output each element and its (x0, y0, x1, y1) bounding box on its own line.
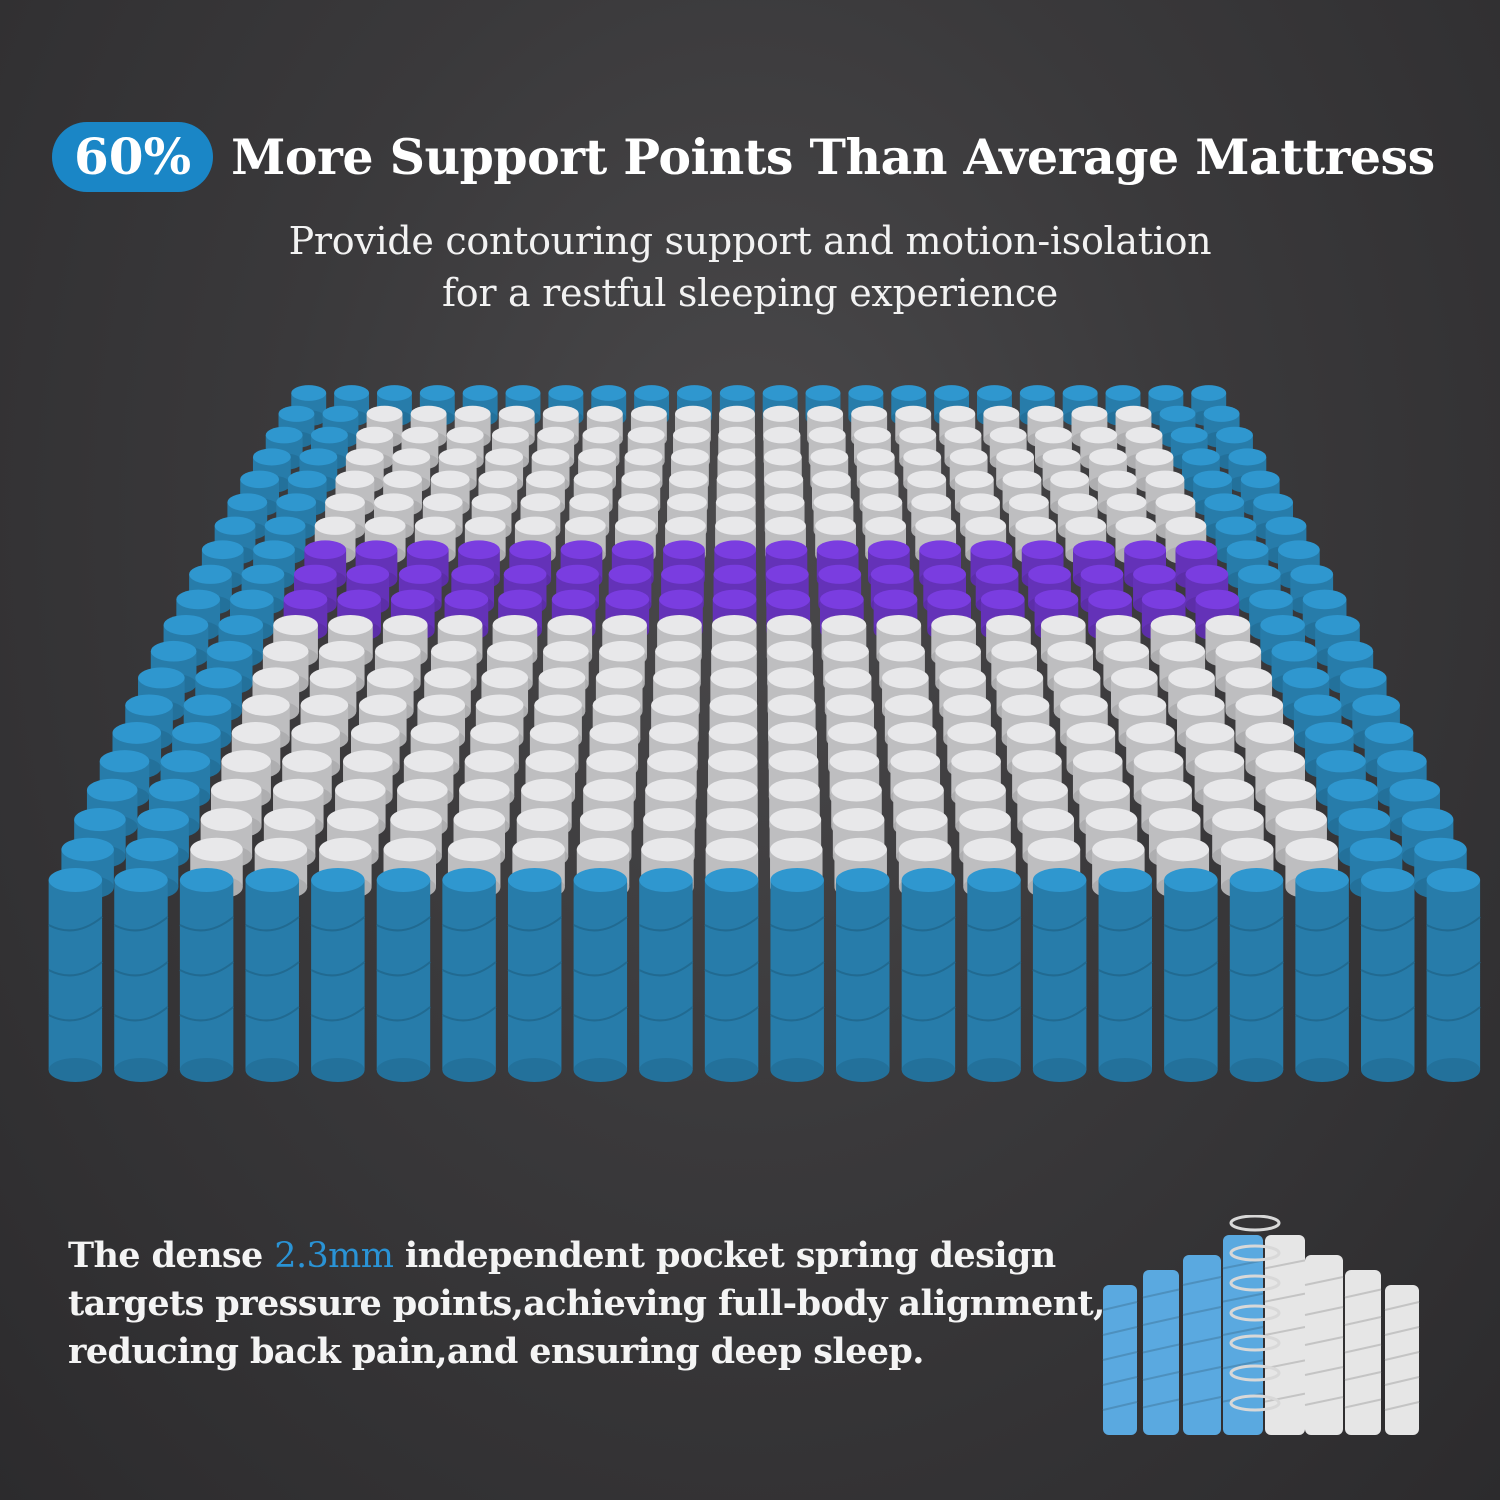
pocket-coil (1102, 1285, 1138, 1435)
headline-title: More Support Points Than Average Mattres… (231, 128, 1435, 186)
spring-coil (113, 867, 169, 1083)
spring-coil (441, 867, 497, 1083)
pocket-coil (1182, 1255, 1222, 1435)
pocket-coil (1384, 1285, 1420, 1435)
spring-coil (835, 867, 891, 1083)
spring-coil (769, 867, 825, 1083)
spring-coil (1098, 867, 1153, 1083)
spring-coil (1229, 867, 1284, 1083)
spring-coil (901, 867, 956, 1083)
subtitle-line-1: Provide contouring support and motion-is… (288, 219, 1212, 263)
pocket-coil (1264, 1235, 1306, 1435)
spring-coil (704, 867, 759, 1083)
description-line-3: reducing back pain,and ensuring deep sle… (68, 1331, 924, 1372)
spring-coil (376, 867, 431, 1083)
description-line-1: The dense 2.3mm independent pocket sprin… (68, 1235, 1056, 1276)
spring-coil (507, 867, 563, 1083)
spring-coil (310, 867, 366, 1083)
spring-coil (179, 867, 234, 1083)
pocket-coil (1344, 1270, 1382, 1435)
spring-coil (1360, 867, 1416, 1083)
pocket-coil (1304, 1255, 1344, 1435)
spring-coil (573, 867, 628, 1083)
spring-coil (1163, 867, 1219, 1083)
spring-coil (48, 867, 103, 1083)
spring-coil (1294, 867, 1350, 1083)
wire-gauge-highlight: 2.3mm (274, 1236, 394, 1276)
pocket-coil-detail-illustration (1102, 1215, 1420, 1435)
spring-coil (638, 867, 694, 1083)
spring-coil (1426, 867, 1481, 1083)
headline: 60% More Support Points Than Average Mat… (52, 122, 1435, 192)
description: The dense 2.3mm independent pocket sprin… (68, 1232, 1105, 1376)
percent-badge: 60% (52, 122, 214, 192)
steel-spring-icon (1229, 1215, 1281, 1412)
description-line-2: targets pressure points,achieving full-b… (68, 1283, 1105, 1324)
spring-coil (245, 867, 300, 1083)
spring-coil (1032, 867, 1088, 1083)
spring-coil (966, 867, 1022, 1083)
spring-coil (1181, 448, 1220, 493)
pocket-spring-grid-illustration (48, 385, 1481, 1083)
subtitle-line-2: for a restful sleeping experience (442, 271, 1058, 315)
pocket-coil (1142, 1270, 1180, 1435)
subtitle: Provide contouring support and motion-is… (0, 215, 1500, 319)
